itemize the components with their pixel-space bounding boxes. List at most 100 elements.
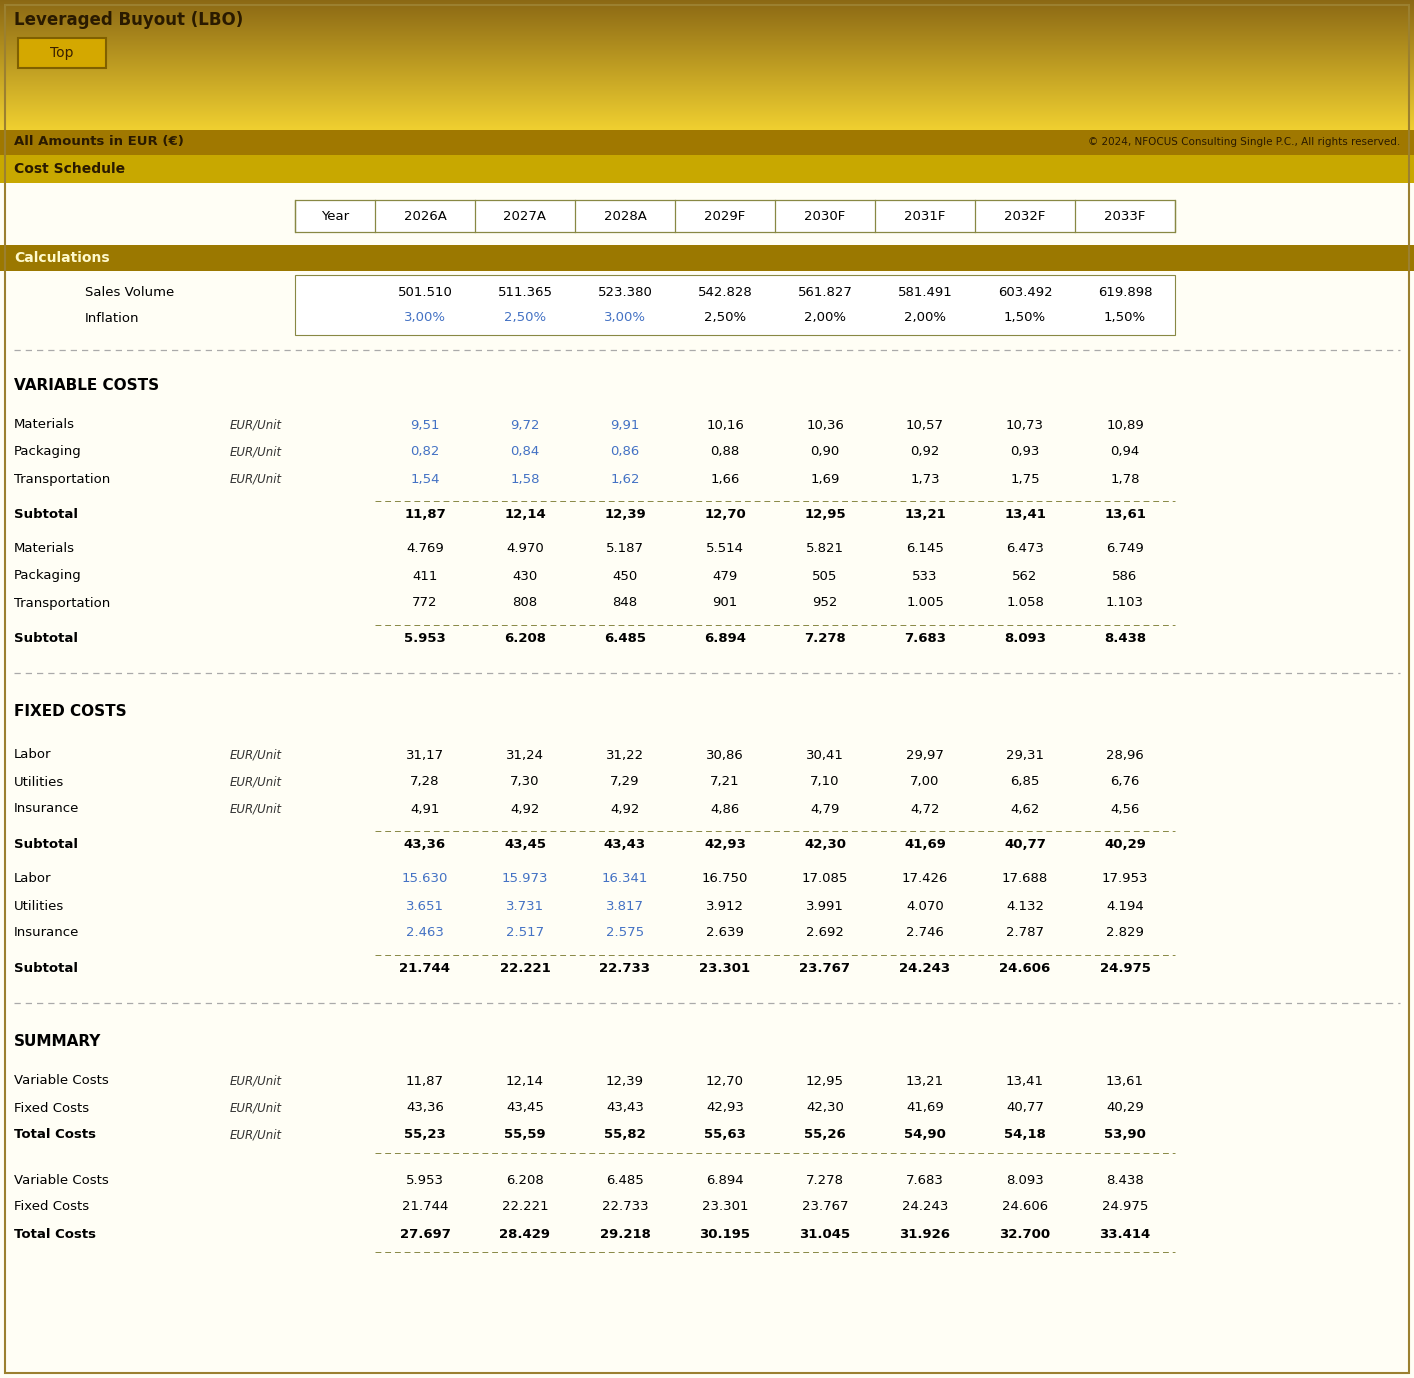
Text: 3.912: 3.912 bbox=[706, 900, 744, 912]
Text: 24.975: 24.975 bbox=[1100, 962, 1151, 974]
Text: 10,16: 10,16 bbox=[706, 419, 744, 431]
Text: 2027A: 2027A bbox=[503, 209, 546, 222]
Text: 55,63: 55,63 bbox=[704, 1129, 747, 1141]
Text: 13,61: 13,61 bbox=[1106, 1075, 1144, 1087]
Text: 6.473: 6.473 bbox=[1007, 543, 1044, 555]
Text: 808: 808 bbox=[512, 597, 537, 609]
Text: 13,21: 13,21 bbox=[904, 507, 946, 521]
Text: Transportation: Transportation bbox=[14, 597, 110, 609]
Text: 3.991: 3.991 bbox=[806, 900, 844, 912]
Text: 0,94: 0,94 bbox=[1110, 445, 1140, 459]
Text: 31,24: 31,24 bbox=[506, 748, 544, 762]
Text: 55,26: 55,26 bbox=[805, 1129, 846, 1141]
Text: 848: 848 bbox=[612, 597, 638, 609]
Text: 30,41: 30,41 bbox=[806, 748, 844, 762]
Text: 55,82: 55,82 bbox=[604, 1129, 646, 1141]
Text: 13,41: 13,41 bbox=[1004, 507, 1046, 521]
Text: 54,90: 54,90 bbox=[904, 1129, 946, 1141]
Text: 952: 952 bbox=[812, 597, 837, 609]
Text: 10,36: 10,36 bbox=[806, 419, 844, 431]
Text: 7,10: 7,10 bbox=[810, 776, 840, 788]
Text: 2,00%: 2,00% bbox=[805, 311, 846, 324]
Text: Top: Top bbox=[51, 45, 74, 61]
Text: EUR/Unit: EUR/Unit bbox=[230, 473, 283, 485]
Text: 9,72: 9,72 bbox=[510, 419, 540, 431]
Text: 29,31: 29,31 bbox=[1005, 748, 1044, 762]
Text: Year: Year bbox=[321, 209, 349, 222]
Text: 16.341: 16.341 bbox=[602, 872, 648, 886]
Text: EUR/Unit: EUR/Unit bbox=[230, 1075, 283, 1087]
Text: 2,50%: 2,50% bbox=[704, 311, 747, 324]
Text: 23.301: 23.301 bbox=[700, 962, 751, 974]
Text: Insurance: Insurance bbox=[14, 926, 79, 940]
Text: 32.700: 32.700 bbox=[1000, 1228, 1051, 1240]
Text: 7,21: 7,21 bbox=[710, 776, 740, 788]
Text: 6.208: 6.208 bbox=[503, 631, 546, 645]
Text: 6.749: 6.749 bbox=[1106, 543, 1144, 555]
Text: 6.208: 6.208 bbox=[506, 1174, 544, 1186]
Text: 40,29: 40,29 bbox=[1106, 1101, 1144, 1115]
Text: 13,41: 13,41 bbox=[1005, 1075, 1044, 1087]
Text: 2,00%: 2,00% bbox=[904, 311, 946, 324]
Text: 7,00: 7,00 bbox=[911, 776, 940, 788]
Text: Sales Volume: Sales Volume bbox=[85, 287, 174, 299]
Text: 8.438: 8.438 bbox=[1104, 631, 1147, 645]
Text: 6.145: 6.145 bbox=[906, 543, 945, 555]
Text: 1.058: 1.058 bbox=[1007, 597, 1044, 609]
Text: EUR/Unit: EUR/Unit bbox=[230, 419, 283, 431]
Text: 523.380: 523.380 bbox=[598, 287, 652, 299]
Text: 4,72: 4,72 bbox=[911, 802, 940, 816]
Text: 12,39: 12,39 bbox=[607, 1075, 643, 1087]
Text: 8.093: 8.093 bbox=[1004, 631, 1046, 645]
Text: 41,69: 41,69 bbox=[906, 1101, 945, 1115]
Text: 10,57: 10,57 bbox=[906, 419, 945, 431]
Text: 542.828: 542.828 bbox=[697, 287, 752, 299]
Text: 6.485: 6.485 bbox=[604, 631, 646, 645]
Text: 505: 505 bbox=[812, 569, 837, 583]
Text: 23.301: 23.301 bbox=[701, 1200, 748, 1214]
Text: 2032F: 2032F bbox=[1004, 209, 1046, 222]
Text: 6.894: 6.894 bbox=[706, 1174, 744, 1186]
Text: 0,92: 0,92 bbox=[911, 445, 940, 459]
Text: 5.821: 5.821 bbox=[806, 543, 844, 555]
Text: 22.733: 22.733 bbox=[602, 1200, 648, 1214]
Text: 42,93: 42,93 bbox=[706, 1101, 744, 1115]
Text: 1,62: 1,62 bbox=[611, 473, 639, 485]
Text: 4,79: 4,79 bbox=[810, 802, 840, 816]
Text: 511.365: 511.365 bbox=[498, 287, 553, 299]
Text: 562: 562 bbox=[1012, 569, 1038, 583]
Text: 11,87: 11,87 bbox=[404, 507, 445, 521]
Text: 17.426: 17.426 bbox=[902, 872, 949, 886]
Text: 2033F: 2033F bbox=[1104, 209, 1145, 222]
Text: 29.218: 29.218 bbox=[600, 1228, 650, 1240]
Text: 29,97: 29,97 bbox=[906, 748, 945, 762]
Text: 1,54: 1,54 bbox=[410, 473, 440, 485]
Text: 53,90: 53,90 bbox=[1104, 1129, 1145, 1141]
Bar bbox=[0, 183, 1414, 1378]
Text: Utilities: Utilities bbox=[14, 900, 64, 912]
Text: 23.767: 23.767 bbox=[799, 962, 850, 974]
Text: Materials: Materials bbox=[14, 419, 75, 431]
Text: 9,51: 9,51 bbox=[410, 419, 440, 431]
Text: EUR/Unit: EUR/Unit bbox=[230, 776, 283, 788]
Text: 24.243: 24.243 bbox=[899, 962, 950, 974]
Text: 1,50%: 1,50% bbox=[1004, 311, 1046, 324]
Text: 12,95: 12,95 bbox=[805, 507, 846, 521]
Text: 16.750: 16.750 bbox=[701, 872, 748, 886]
Text: 21.744: 21.744 bbox=[400, 962, 451, 974]
Bar bbox=[18, 39, 106, 68]
Text: 28,96: 28,96 bbox=[1106, 748, 1144, 762]
Text: 3.731: 3.731 bbox=[506, 900, 544, 912]
Text: 6,85: 6,85 bbox=[1011, 776, 1039, 788]
Text: 4.194: 4.194 bbox=[1106, 900, 1144, 912]
Text: 2029F: 2029F bbox=[704, 209, 745, 222]
Text: SUMMARY: SUMMARY bbox=[14, 1034, 102, 1049]
Text: EUR/Unit: EUR/Unit bbox=[230, 748, 283, 762]
Text: 581.491: 581.491 bbox=[898, 287, 953, 299]
Text: 42,30: 42,30 bbox=[805, 838, 846, 850]
Text: Cost Schedule: Cost Schedule bbox=[14, 163, 124, 176]
Text: 12,39: 12,39 bbox=[604, 507, 646, 521]
Text: 4.070: 4.070 bbox=[906, 900, 945, 912]
Text: 2031F: 2031F bbox=[905, 209, 946, 222]
Text: 5.953: 5.953 bbox=[404, 631, 445, 645]
